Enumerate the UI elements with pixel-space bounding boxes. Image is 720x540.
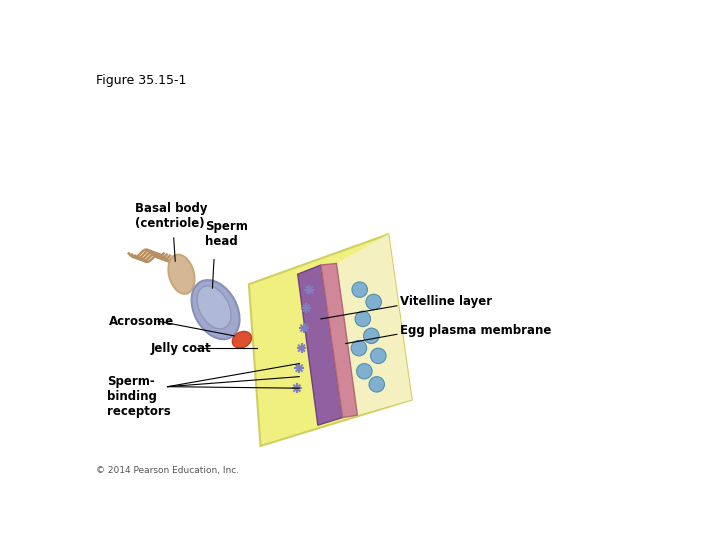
Text: Figure 35.15-1: Figure 35.15-1 — [96, 74, 186, 87]
Text: Acrosome: Acrosome — [109, 315, 174, 328]
Circle shape — [352, 282, 367, 298]
Polygon shape — [336, 234, 412, 415]
Polygon shape — [321, 264, 357, 417]
Circle shape — [369, 377, 384, 392]
Circle shape — [366, 294, 382, 309]
Polygon shape — [297, 265, 343, 425]
Ellipse shape — [168, 255, 194, 294]
Text: Egg plasma membrane: Egg plasma membrane — [400, 324, 552, 337]
Circle shape — [364, 328, 379, 343]
Text: Sperm-
binding
receptors: Sperm- binding receptors — [107, 375, 171, 418]
Text: Basal body
(centriole): Basal body (centriole) — [135, 202, 207, 231]
Polygon shape — [249, 234, 412, 446]
Ellipse shape — [233, 332, 251, 348]
Text: Sperm
head: Sperm head — [204, 220, 248, 248]
Ellipse shape — [197, 286, 231, 329]
Ellipse shape — [192, 280, 240, 339]
Circle shape — [356, 363, 372, 379]
Text: Vitelline layer: Vitelline layer — [400, 295, 492, 308]
Circle shape — [371, 348, 386, 363]
Circle shape — [351, 340, 366, 356]
Text: Jelly coat: Jelly coat — [150, 342, 211, 355]
Circle shape — [355, 311, 371, 327]
Text: © 2014 Pearson Education, Inc.: © 2014 Pearson Education, Inc. — [96, 466, 239, 475]
